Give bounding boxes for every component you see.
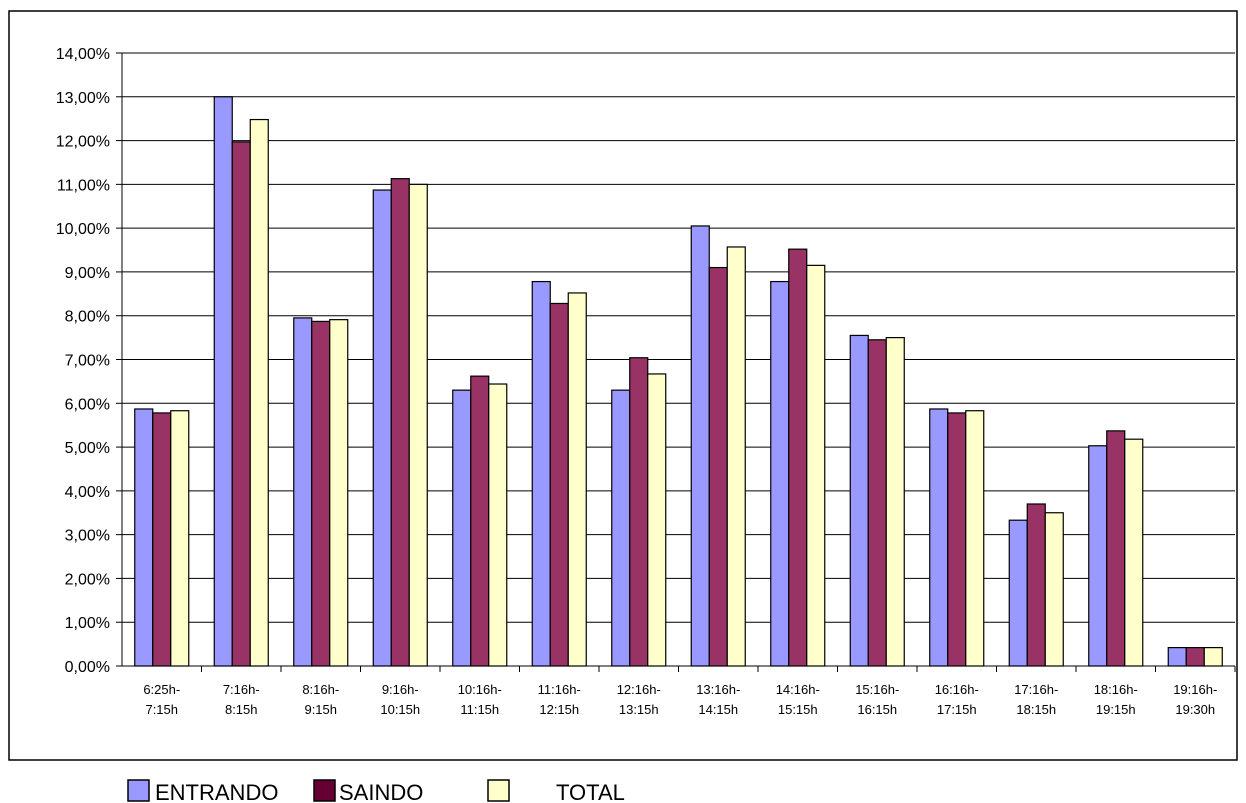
bar-entrando <box>1167 647 1187 667</box>
legend-item-total: TOTAL <box>487 779 625 803</box>
x-tick-label: 6:25h-7:15h <box>143 682 180 717</box>
bar-saindo <box>470 375 490 667</box>
bars <box>134 96 1223 667</box>
y-tick-label: 3,00% <box>65 528 110 545</box>
x-tick-label: 13:16h-14:15h <box>696 682 740 717</box>
bar-saindo <box>1106 430 1126 667</box>
bar-total <box>1203 647 1223 667</box>
bar-total <box>647 373 667 667</box>
bar-total <box>965 410 985 667</box>
bar-entrando <box>849 334 869 667</box>
bar-total <box>249 118 269 667</box>
bar-saindo <box>947 412 967 667</box>
x-tick-label: 11:16h-12:15h <box>538 682 581 717</box>
bar-saindo <box>1185 647 1205 667</box>
bar-entrando <box>531 280 551 667</box>
bar-total <box>170 410 190 667</box>
y-tick-label: 2,00% <box>65 571 110 588</box>
x-tick-label: 12:16h-13:15h <box>617 682 661 717</box>
bar-entrando <box>452 389 472 667</box>
bar-total <box>488 383 508 667</box>
x-tick-label: 19:16h-19:30h <box>1173 682 1217 717</box>
x-tick-label: 14:16h-15:15h <box>776 682 820 717</box>
bar-saindo <box>231 141 251 667</box>
bar-entrando <box>690 225 710 667</box>
bar-saindo <box>390 178 410 667</box>
y-tick-label: 10,00% <box>56 221 110 238</box>
y-tick-label: 6,00% <box>65 396 110 413</box>
bar-entrando <box>770 280 790 667</box>
bar-entrando <box>1088 445 1108 667</box>
legend-swatch-total <box>487 779 510 802</box>
legend-label-total: TOTAL <box>556 780 625 803</box>
bar-total <box>408 183 428 667</box>
y-tick-label: 1,00% <box>65 615 110 632</box>
legend: ENTRANDO SAINDO TOTAL <box>127 779 625 803</box>
x-tick-label: 16:16h-17:15h <box>935 682 979 717</box>
x-axis: 6:25h-7:15h 7:16h-8:15h 8:16h-9:15h 9:16h-1… <box>122 665 1236 717</box>
x-tick-label: 7:16h-8:15h <box>223 682 260 717</box>
bar-total <box>329 319 349 667</box>
x-tick-label: 17:16h-18:15h <box>1014 682 1058 717</box>
bar-total <box>1124 438 1144 667</box>
x-tick-label: 9:16h-10:15h <box>380 682 420 717</box>
x-tick-label: 18:16h-19:15h <box>1094 682 1138 717</box>
legend-label-entrando: ENTRANDO <box>155 780 278 803</box>
bar-entrando <box>213 96 233 667</box>
bar-saindo <box>629 357 649 667</box>
bar-total <box>567 292 587 667</box>
bar-total <box>1044 512 1064 667</box>
legend-item-saindo: SAINDO <box>313 779 423 803</box>
bar-total <box>806 264 826 667</box>
bar-saindo <box>788 248 808 667</box>
bar-saindo <box>549 302 569 667</box>
y-tick-label: 13,00% <box>56 90 110 107</box>
bar-entrando <box>611 389 631 667</box>
x-tick-label: 8:16h-9:15h <box>302 682 339 717</box>
bar-entrando <box>929 408 949 667</box>
y-tick-label: 11,00% <box>57 177 110 194</box>
bar-saindo <box>867 339 887 667</box>
y-tick-label: 8,00% <box>65 309 110 326</box>
bar-saindo <box>1026 503 1046 667</box>
y-tick-label: 9,00% <box>65 265 110 282</box>
bar-entrando <box>134 408 154 667</box>
y-axis: 0,00% 1,00% 2,00% 3,00% 4,00% 5,00% 6,00% 7,00%… <box>56 46 123 676</box>
bar-total <box>726 246 746 667</box>
y-tick-label: 7,00% <box>65 353 110 370</box>
bar-entrando <box>372 189 392 667</box>
bar-total <box>885 337 905 667</box>
y-tick-label: 4,00% <box>65 484 110 501</box>
legend-item-entrando: ENTRANDO <box>127 779 278 803</box>
legend-swatch-saindo <box>313 779 336 802</box>
y-tick-label: 12,00% <box>56 134 110 151</box>
x-tick-label: 15:16h-16:15h <box>855 682 899 717</box>
y-tick-label: 5,00% <box>65 440 110 457</box>
bar-entrando <box>1008 519 1028 667</box>
legend-swatch-entrando <box>127 779 150 802</box>
bar-saindo <box>152 412 172 667</box>
y-tick-label: 14,00% <box>56 46 110 63</box>
legend-label-saindo: SAINDO <box>339 780 423 803</box>
x-tick-label: 10:16h-11:15h <box>458 682 502 717</box>
bar-saindo <box>708 266 728 667</box>
bar-entrando <box>293 317 313 667</box>
y-tick-label: 0,00% <box>65 659 110 676</box>
bar-saindo <box>311 320 331 667</box>
